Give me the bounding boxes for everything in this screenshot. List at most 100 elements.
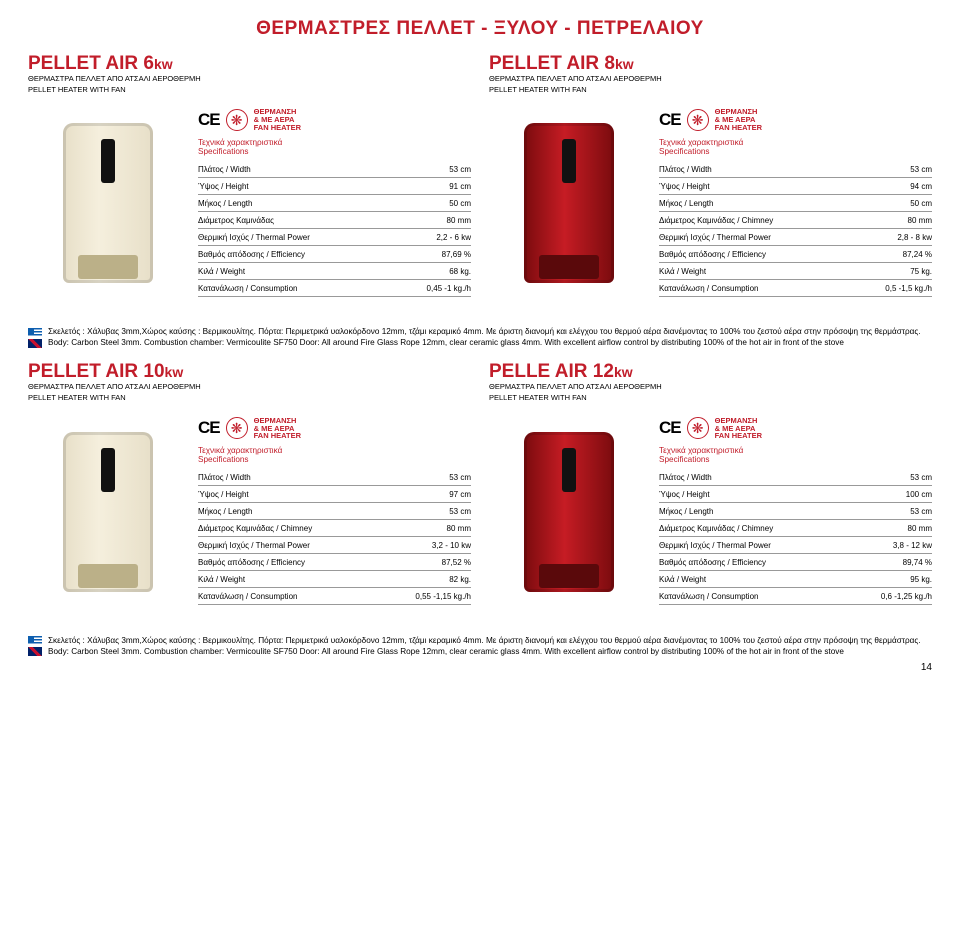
product-header: PELLET AIR 10kw ΘΕΡΜΑΣΤΡΑ ΠΕΛΛΕΤ ΑΠΟ ΑΤΣ… xyxy=(28,362,471,402)
spec-row: Θερμική Ισχύς / Thermal Power2,8 - 8 kw xyxy=(659,228,932,245)
spec-label: Διάμετρος Καμινάδας / Chimney xyxy=(659,211,844,228)
spec-heading: Τεχνικά χαρακτηριστικά Specifications xyxy=(659,446,932,464)
ce-mark: CE xyxy=(198,418,220,438)
spec-value: 53 cm xyxy=(844,161,932,178)
spec-value: 50 cm xyxy=(844,194,932,211)
product-body: CE ❋ ΘΕΡΜΑΝΣΗ & ΜΕ ΑΕΡΑ FAN HEATER Τεχνι… xyxy=(489,407,932,617)
spec-table: Πλάτος / Width53 cm Ύψος / Height94 cm Μ… xyxy=(659,161,932,297)
product-title: PELLET AIR 6kw xyxy=(28,54,471,73)
spec-value: 2,2 - 6 kw xyxy=(384,228,471,245)
stove-icon xyxy=(63,432,153,592)
product-image xyxy=(489,407,649,617)
note-en: Body: Carbon Steel 3mm. Combustion chamb… xyxy=(28,337,932,348)
page-title: ΘΕΡΜΑΣΤΡΕΣ ΠΕΛΛΕΤ - ΞΥΛΟΥ - ΠΕΤΡΕΛΑΙΟΥ xyxy=(28,18,932,40)
note-en: Body: Carbon Steel 3mm. Combustion chamb… xyxy=(28,646,932,657)
notes-block: Σκελετός : Χάλυβας 3mm,Χώρος καύσης : Βε… xyxy=(28,326,932,348)
spec-row: Διάμετρος Καμινάδας / Chimney80 mm xyxy=(659,211,932,228)
spec-label: Θερμική Ισχύς / Thermal Power xyxy=(659,537,839,554)
product-sub-gr: ΘΕΡΜΑΣΤΡΑ ΠΕΛΛΕΤ ΑΠΟ ΑΤΣΑΛΙ ΑΕΡΟΘΕΡΜΗ xyxy=(489,383,932,392)
product-info: CE ❋ ΘΕΡΜΑΝΣΗ & ΜΕ ΑΕΡΑ FAN HEATER Τεχνι… xyxy=(198,407,471,617)
flag-gr-icon xyxy=(28,636,42,645)
note-text: Body: Carbon Steel 3mm. Combustion chamb… xyxy=(48,647,844,656)
flag-gr-icon xyxy=(28,328,42,337)
spec-value: 0,5 -1,5 kg./h xyxy=(844,279,932,296)
page: ΘΕΡΜΑΣΤΡΕΣ ΠΕΛΛΕΤ - ΞΥΛΟΥ - ΠΕΤΡΕΛΑΙΟΥ P… xyxy=(0,0,960,683)
icon-row: CE ❋ ΘΕΡΜΑΝΣΗ & ΜΕ ΑΕΡΑ FAN HEATER xyxy=(198,108,471,132)
fan-heater-label: ΘΕΡΜΑΝΣΗ & ΜΕ ΑΕΡΑ FAN HEATER xyxy=(715,417,762,441)
spec-row: Διάμετρος Καμινάδας / Chimney80 mm xyxy=(659,520,932,537)
spec-value: 80 mm xyxy=(384,211,471,228)
spec-row: Ύψος / Height91 cm xyxy=(198,177,471,194)
spec-row: Κιλά / Weight68 kg. xyxy=(198,262,471,279)
fh-l3: FAN HEATER xyxy=(254,431,301,440)
spec-row: Πλάτος / Width53 cm xyxy=(198,469,471,486)
spec-label: Πλάτος / Width xyxy=(198,161,384,178)
ce-mark: CE xyxy=(659,418,681,438)
spec-row: Βαθμός απόδοσης / Efficiency87,52 % xyxy=(198,554,471,571)
spec-row: Κατανάλωση / Consumption0,5 -1,5 kg./h xyxy=(659,279,932,296)
spec-value: 53 cm xyxy=(839,469,932,486)
product-name: PELLET AIR 8 xyxy=(489,53,615,74)
spec-value: 91 cm xyxy=(384,177,471,194)
spec-head-gr: Τεχνικά χαρακτηριστικά xyxy=(659,138,743,147)
fan-icon: ❋ xyxy=(687,417,709,439)
stove-icon xyxy=(524,432,614,592)
spec-row: Διάμετρος Καμινάδας80 mm xyxy=(198,211,471,228)
spec-value: 0,55 -1,15 kg./h xyxy=(373,588,471,605)
product-image xyxy=(489,98,649,308)
spec-label: Βαθμός απόδοσης / Efficiency xyxy=(198,245,384,262)
spec-value: 0,45 -1 kg./h xyxy=(384,279,471,296)
spec-row: Κατανάλωση / Consumption0,55 -1,15 kg./h xyxy=(198,588,471,605)
spec-head-gr: Τεχνικά χαρακτηριστικά xyxy=(198,446,282,455)
spec-value: 80 mm xyxy=(844,211,932,228)
product-sub-en: PELLET HEATER WITH FAN xyxy=(489,394,932,403)
product-sub-en: PELLET HEATER WITH FAN xyxy=(28,86,471,95)
kw-label: kw xyxy=(165,364,184,380)
spec-label: Διάμετρος Καμινάδας / Chimney xyxy=(198,520,373,537)
product-info: CE ❋ ΘΕΡΜΑΝΣΗ & ΜΕ ΑΕΡΑ FAN HEATER Τεχνι… xyxy=(198,98,471,308)
spec-row: Θερμική Ισχύς / Thermal Power3,2 - 10 kw xyxy=(198,537,471,554)
product-title: PELLE AIR 12kw xyxy=(489,362,932,381)
fan-icon: ❋ xyxy=(226,417,248,439)
note-text: Body: Carbon Steel 3mm. Combustion chamb… xyxy=(48,338,844,347)
product-row: PELLET AIR 10kw ΘΕΡΜΑΣΤΡΑ ΠΕΛΛΕΤ ΑΠΟ ΑΤΣ… xyxy=(28,362,932,616)
product-card: PELLET AIR 8kw ΘΕΡΜΑΣΤΡΑ ΠΕΛΛΕΤ ΑΠΟ ΑΤΣΑ… xyxy=(489,54,932,308)
spec-head-en: Specifications xyxy=(659,147,710,156)
spec-value: 89,74 % xyxy=(839,554,932,571)
spec-value: 50 cm xyxy=(384,194,471,211)
fan-icon: ❋ xyxy=(687,109,709,131)
spec-label: Θερμική Ισχύς / Thermal Power xyxy=(198,228,384,245)
kw-label: kw xyxy=(615,56,634,72)
spec-row: Πλάτος / Width53 cm xyxy=(659,161,932,178)
note-gr: Σκελετός : Χάλυβας 3mm,Χώρος καύσης : Βε… xyxy=(28,635,932,646)
spec-value: 87,69 % xyxy=(384,245,471,262)
spec-label: Κατανάλωση / Consumption xyxy=(198,588,373,605)
product-row: PELLET AIR 6kw ΘΕΡΜΑΣΤΡΑ ΠΕΛΛΕΤ ΑΠΟ ΑΤΣΑ… xyxy=(28,54,932,308)
product-header: PELLE AIR 12kw ΘΕΡΜΑΣΤΡΑ ΠΕΛΛΕΤ ΑΠΟ ΑΤΣΑ… xyxy=(489,362,932,402)
product-sub-gr: ΘΕΡΜΑΣΤΡΑ ΠΕΛΛΕΤ ΑΠΟ ΑΤΣΑΛΙ ΑΕΡΟΘΕΡΜΗ xyxy=(28,383,471,392)
spec-row: Διάμετρος Καμινάδας / Chimney80 mm xyxy=(198,520,471,537)
spec-table: Πλάτος / Width53 cm Ύψος / Height100 cm … xyxy=(659,469,932,605)
fan-heater-label: ΘΕΡΜΑΝΣΗ & ΜΕ ΑΕΡΑ FAN HEATER xyxy=(715,108,762,132)
spec-value: 87,24 % xyxy=(844,245,932,262)
spec-value: 95 kg. xyxy=(839,571,932,588)
spec-label: Κατανάλωση / Consumption xyxy=(198,279,384,296)
product-sub-gr: ΘΕΡΜΑΣΤΡΑ ΠΕΛΛΕΤ ΑΠΟ ΑΤΣΑΛΙ ΑΕΡΟΘΕΡΜΗ xyxy=(489,75,932,84)
icon-row: CE ❋ ΘΕΡΜΑΝΣΗ & ΜΕ ΑΕΡΑ FAN HEATER xyxy=(659,417,932,441)
spec-label: Βαθμός απόδοσης / Efficiency xyxy=(198,554,373,571)
product-sub-en: PELLET HEATER WITH FAN xyxy=(489,86,932,95)
page-number: 14 xyxy=(921,662,932,673)
spec-label: Κιλά / Weight xyxy=(659,262,844,279)
product-name: PELLE AIR 12 xyxy=(489,361,614,382)
spec-value: 2,8 - 8 kw xyxy=(844,228,932,245)
spec-heading: Τεχνικά χαρακτηριστικά Specifications xyxy=(198,446,471,464)
spec-label: Μήκος / Length xyxy=(198,194,384,211)
fh-l3: FAN HEATER xyxy=(715,123,762,132)
spec-label: Πλάτος / Width xyxy=(198,469,373,486)
spec-value: 75 kg. xyxy=(844,262,932,279)
flag-uk-icon xyxy=(28,339,42,348)
notes-block: Σκελετός : Χάλυβας 3mm,Χώρος καύσης : Βε… xyxy=(28,635,932,657)
product-card: PELLET AIR 10kw ΘΕΡΜΑΣΤΡΑ ΠΕΛΛΕΤ ΑΠΟ ΑΤΣ… xyxy=(28,362,471,616)
spec-label: Ύψος / Height xyxy=(659,177,844,194)
spec-row: Ύψος / Height100 cm xyxy=(659,486,932,503)
